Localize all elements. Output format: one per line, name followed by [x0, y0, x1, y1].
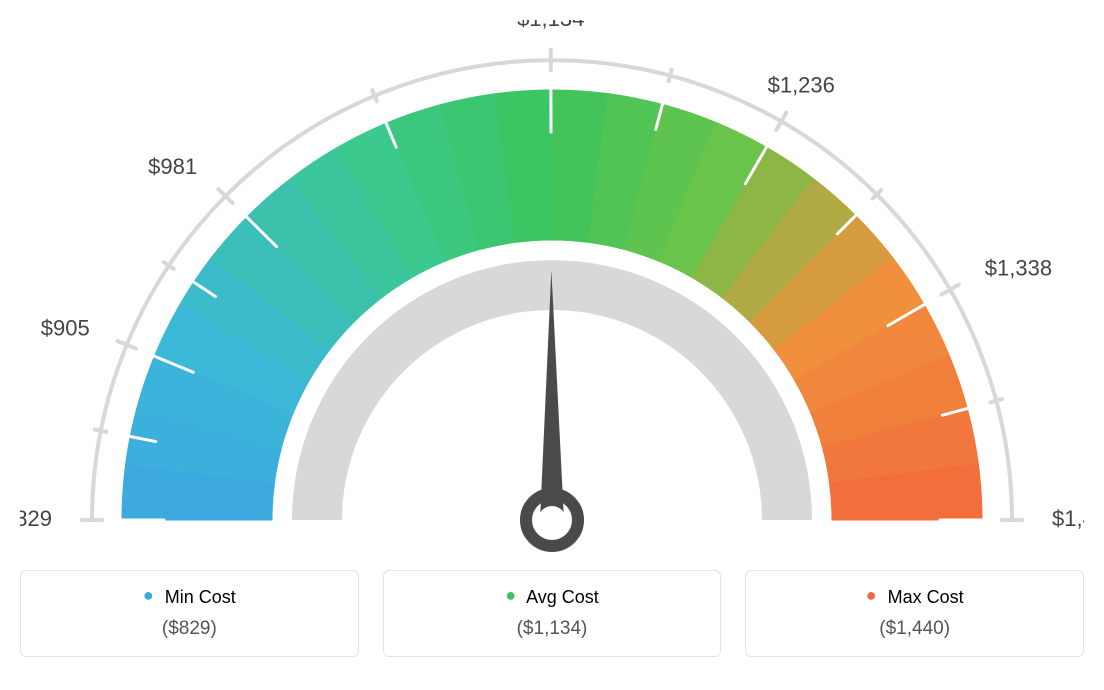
svg-text:$981: $981: [148, 154, 197, 179]
svg-text:$1,338: $1,338: [985, 256, 1052, 281]
dot-icon: ●: [505, 585, 516, 605]
legend-title-text: Avg Cost: [526, 587, 599, 607]
dot-icon: ●: [143, 585, 154, 605]
legend-title-max: ● Max Cost: [758, 587, 1071, 608]
legend-card-min: ● Min Cost ($829): [20, 570, 359, 657]
legend-value-avg: ($1,134): [396, 618, 709, 640]
legend-title-avg: ● Avg Cost: [396, 587, 709, 608]
legend-row: ● Min Cost ($829) ● Avg Cost ($1,134) ● …: [20, 570, 1084, 657]
legend-title-text: Min Cost: [165, 587, 236, 607]
legend-card-max: ● Max Cost ($1,440): [745, 570, 1084, 657]
legend-value-min: ($829): [33, 618, 346, 640]
dot-icon: ●: [866, 585, 877, 605]
gauge-svg: $829 $905 $981 $1,134 $1,236 $1,338 $1,440: [20, 20, 1084, 560]
svg-text:$905: $905: [41, 316, 90, 341]
legend-value-max: ($1,440): [758, 618, 1071, 640]
svg-text:$1,134: $1,134: [517, 20, 584, 31]
svg-text:$1,440: $1,440: [1052, 506, 1084, 531]
legend-title-min: ● Min Cost: [33, 587, 346, 608]
cost-gauge-chart: $829 $905 $981 $1,134 $1,236 $1,338 $1,440: [20, 20, 1084, 560]
svg-text:$1,236: $1,236: [768, 73, 835, 98]
legend-card-avg: ● Avg Cost ($1,134): [383, 570, 722, 657]
legend-title-text: Max Cost: [888, 587, 964, 607]
svg-text:$829: $829: [20, 506, 52, 531]
